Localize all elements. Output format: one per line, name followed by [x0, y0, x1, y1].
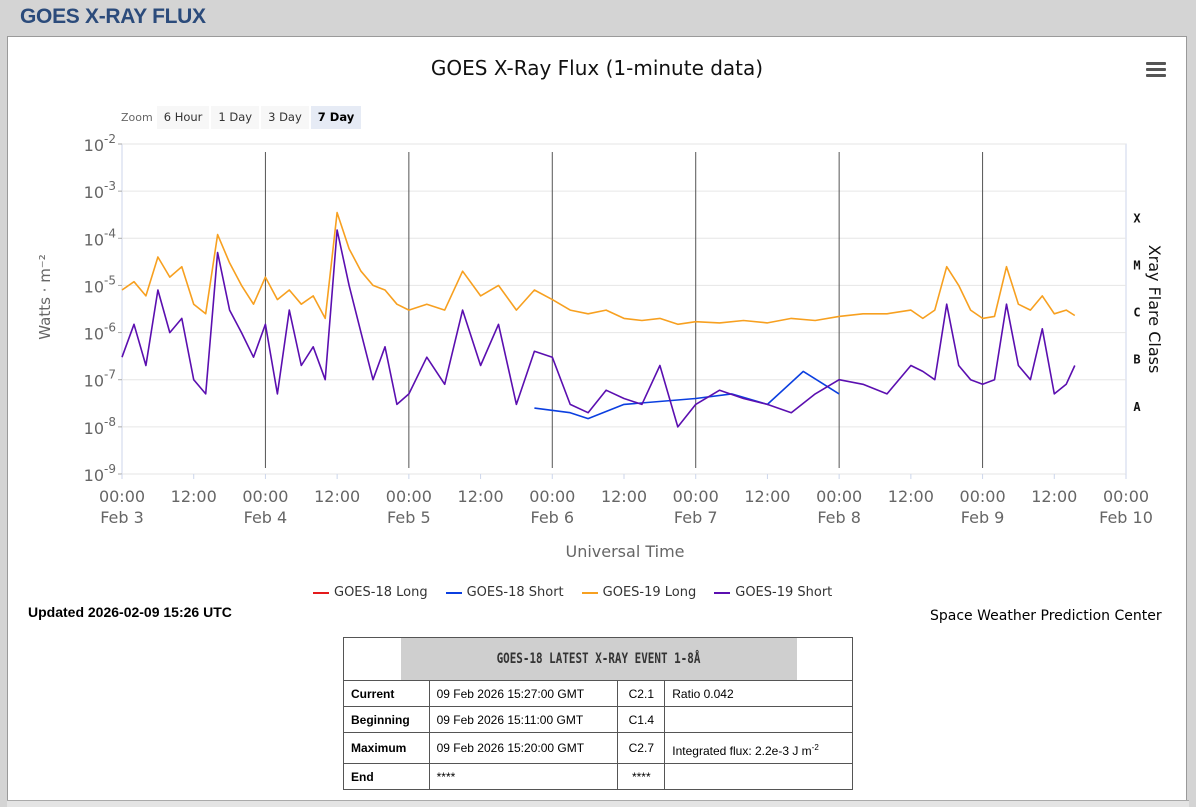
- legend-label: GOES-18 Short: [466, 585, 564, 600]
- legend-swatch: [313, 591, 329, 594]
- y-tick-label: 10-3: [84, 179, 116, 202]
- zoom-label: Zoom: [121, 110, 153, 124]
- legend-swatch: [581, 591, 598, 594]
- x-tick-time-label: 12:00: [601, 487, 647, 506]
- y-tick-label: 10-6: [84, 321, 116, 344]
- event-class: C2.7: [617, 732, 666, 764]
- event-time: 09 Feb 2026 15:20:00 GMT: [428, 732, 619, 764]
- xray-flux-chart: GOES X-Ray Flux (1-minute data) 10-9 10-8…: [36, 56, 1164, 561]
- legend-label: GOES-19 Long: [602, 585, 697, 600]
- legend-label: GOES-19 Short: [735, 585, 833, 600]
- legend-swatch: [445, 591, 462, 594]
- y2-axis-label: Xray Flare Class: [1145, 245, 1164, 374]
- zoom-selector: Zoom 6 Hour 1 Day 3 Day 7 Day: [121, 105, 363, 129]
- x-tick-time-label: 00:00: [960, 487, 1006, 506]
- chart-panel: GOES X-Ray Flux (1-minute data) 10-9 10-8…: [7, 36, 1187, 806]
- y-tick-label: 10-2: [84, 132, 116, 155]
- event-note: Integrated flux: 2.2e-3 J m-2: [664, 732, 853, 764]
- flare-class-label: C: [1133, 306, 1140, 320]
- x-tick-time-label: 00:00: [99, 487, 145, 506]
- table-row: Maximum 09 Feb 2026 15:20:00 GMT C2.7 In…: [343, 732, 853, 764]
- zoom-1-day-button[interactable]: 1 Day: [211, 105, 260, 129]
- x-tick-date-label: Feb 4: [244, 508, 288, 527]
- event-time: 09 Feb 2026 15:11:00 GMT: [428, 706, 619, 733]
- updated-timestamp: Updated 2026-02-09 15:26 UTC: [28, 604, 232, 620]
- legend-label: GOES-18 Long: [334, 585, 428, 600]
- chart-menu-button[interactable]: [1146, 59, 1166, 77]
- row-label: End: [343, 763, 430, 790]
- table-row: Current 09 Feb 2026 15:27:00 GMT C2.1 Ra…: [343, 680, 853, 707]
- zoom-3-day-button[interactable]: 3 Day: [261, 105, 309, 129]
- event-time: ****: [428, 763, 619, 790]
- x-tick-date-label: Feb 9: [961, 508, 1005, 527]
- x-tick-time-label: 12:00: [744, 487, 790, 506]
- x-tick-date-label: Feb 8: [817, 508, 861, 527]
- event-class: C1.4: [617, 706, 666, 733]
- event-table-header: GOES-18 LATEST X-RAY EVENT 1-8Å: [399, 637, 797, 681]
- flare-class-label: A: [1133, 400, 1141, 414]
- x-tick-time-label: 12:00: [888, 487, 934, 506]
- row-label: Current: [343, 680, 430, 707]
- plot-area: [121, 143, 1127, 475]
- event-class: ****: [617, 763, 666, 790]
- y-tick-label: 10-9: [84, 462, 116, 485]
- legend-item-goes19-long[interactable]: GOES-19 Long: [581, 585, 697, 600]
- y-axis-label: Watts · m⁻²: [36, 254, 54, 340]
- legend-swatch: [714, 591, 731, 594]
- credit-text: Space Weather Prediction Center: [930, 608, 1162, 624]
- event-note: [664, 763, 853, 790]
- table-row: Beginning 09 Feb 2026 15:11:00 GMT C1.4: [343, 706, 853, 733]
- x-axis-label: Universal Time: [565, 542, 684, 561]
- legend-item-goes19-short[interactable]: GOES-19 Short: [714, 585, 832, 600]
- x-tick-time-label: 00:00: [1103, 487, 1149, 506]
- x-tick-time-label: 12:00: [314, 487, 360, 506]
- x-tick-time-label: 00:00: [673, 487, 719, 506]
- row-label: Maximum: [343, 732, 430, 764]
- flare-class-label: X: [1133, 211, 1141, 225]
- bottom-scrollbar[interactable]: [7, 800, 1189, 807]
- legend-item-goes18-long[interactable]: GOES-18 Long: [313, 585, 428, 600]
- table-row: End **** ****: [343, 763, 853, 790]
- page-title: GOES X-RAY FLUX: [20, 5, 206, 28]
- x-tick-time-label: 00:00: [242, 487, 288, 506]
- y-tick-label: 10-4: [84, 226, 116, 249]
- flare-class-label: M: [1133, 258, 1140, 272]
- x-tick-date-label: Feb 5: [387, 508, 431, 527]
- y-tick-label: 10-7: [84, 368, 116, 391]
- event-note: Ratio 0.042: [664, 680, 853, 707]
- x-tick-time-label: 12:00: [171, 487, 217, 506]
- x-tick-time-label: 00:00: [816, 487, 862, 506]
- hamburger-menu-icon: [1146, 62, 1166, 65]
- x-tick-date-label: Feb 3: [100, 508, 144, 527]
- zoom-6-hour-button[interactable]: 6 Hour: [156, 105, 210, 129]
- zoom-7-day-button[interactable]: 7 Day: [310, 105, 362, 129]
- event-time: 09 Feb 2026 15:27:00 GMT: [428, 680, 619, 707]
- x-tick-date-label: Feb 6: [530, 508, 574, 527]
- row-label: Beginning: [343, 706, 430, 733]
- y-tick-label: 10-5: [84, 273, 116, 296]
- flare-class-label: B: [1133, 353, 1140, 367]
- legend-item-goes18-short[interactable]: GOES-18 Short: [445, 585, 564, 600]
- chart-title: GOES X-Ray Flux (1-minute data): [431, 56, 763, 80]
- series-goes-19-long: [121, 211, 1076, 326]
- x-tick-time-label: 00:00: [386, 487, 432, 506]
- event-note: [664, 706, 853, 733]
- x-tick-time-label: 12:00: [1031, 487, 1077, 506]
- x-tick-time-label: 00:00: [529, 487, 575, 506]
- series-goes-19-short: [121, 229, 1076, 428]
- chart-legend: GOES-18 Long GOES-18 Short GOES-19 Long …: [313, 585, 850, 600]
- x-tick-date-label: Feb 7: [674, 508, 718, 527]
- x-tick-time-label: 12:00: [458, 487, 504, 506]
- x-tick-date-label: Feb 10: [1099, 508, 1153, 527]
- event-class: C2.1: [617, 680, 666, 707]
- series-goes-18-short: [534, 370, 840, 420]
- y-tick-label: 10-8: [84, 415, 116, 438]
- latest-event-table: GOES-18 LATEST X-RAY EVENT 1-8Å Current …: [343, 637, 853, 790]
